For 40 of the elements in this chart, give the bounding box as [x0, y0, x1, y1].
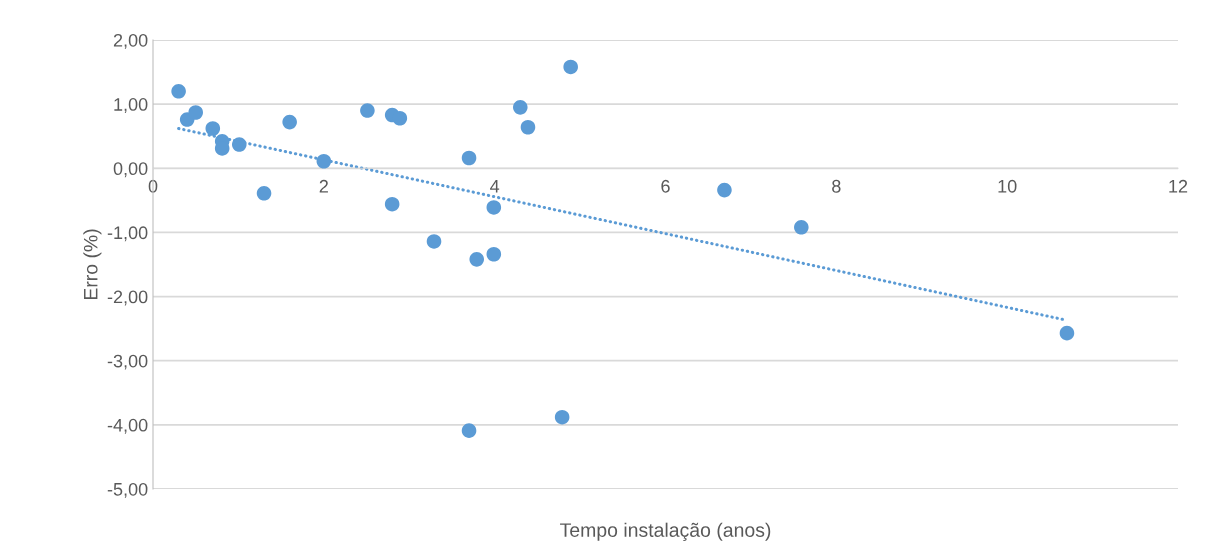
x-tick-label: 0 — [148, 179, 158, 193]
y-tick-label: -2,00 — [107, 290, 148, 306]
point — [469, 252, 485, 267]
point — [486, 246, 502, 262]
x-tick-label: 8 — [832, 179, 841, 193]
point — [316, 153, 332, 169]
point — [1059, 325, 1075, 341]
y-axis-title: Erro (%) — [83, 229, 102, 300]
point — [513, 100, 528, 115]
y-tick-label: 0,00 — [113, 162, 148, 178]
point — [461, 423, 477, 438]
point — [461, 150, 477, 166]
point — [171, 84, 186, 99]
y-tick-label: 2,00 — [113, 33, 148, 49]
point — [256, 186, 272, 201]
x-tick-label: 4 — [490, 180, 500, 193]
x-tick-label: 12 — [1169, 179, 1188, 193]
y-tick-label: 1,00 — [114, 98, 148, 113]
x-tick-label: 10 — [998, 179, 1017, 193]
y-tick-label: -1,00 — [107, 226, 148, 242]
point — [794, 220, 809, 235]
point — [231, 137, 247, 152]
y-tick-label: -3,00 — [107, 354, 148, 370]
point — [360, 103, 375, 118]
point — [520, 119, 536, 135]
point — [205, 121, 221, 136]
point — [554, 409, 570, 425]
point — [426, 234, 442, 249]
point — [384, 196, 400, 212]
y-tick-label: -4,00 — [107, 418, 148, 434]
point — [486, 200, 502, 215]
x-tick-label: 2 — [319, 179, 328, 193]
point — [563, 59, 578, 75]
point — [282, 114, 297, 130]
point — [188, 105, 203, 120]
point — [392, 110, 408, 126]
point — [717, 182, 732, 198]
x-axis-title: Tempo instalação (anos) — [560, 522, 771, 541]
y-tick-label: -5,00 — [107, 482, 148, 498]
x-tick-label: 6 — [661, 179, 670, 193]
